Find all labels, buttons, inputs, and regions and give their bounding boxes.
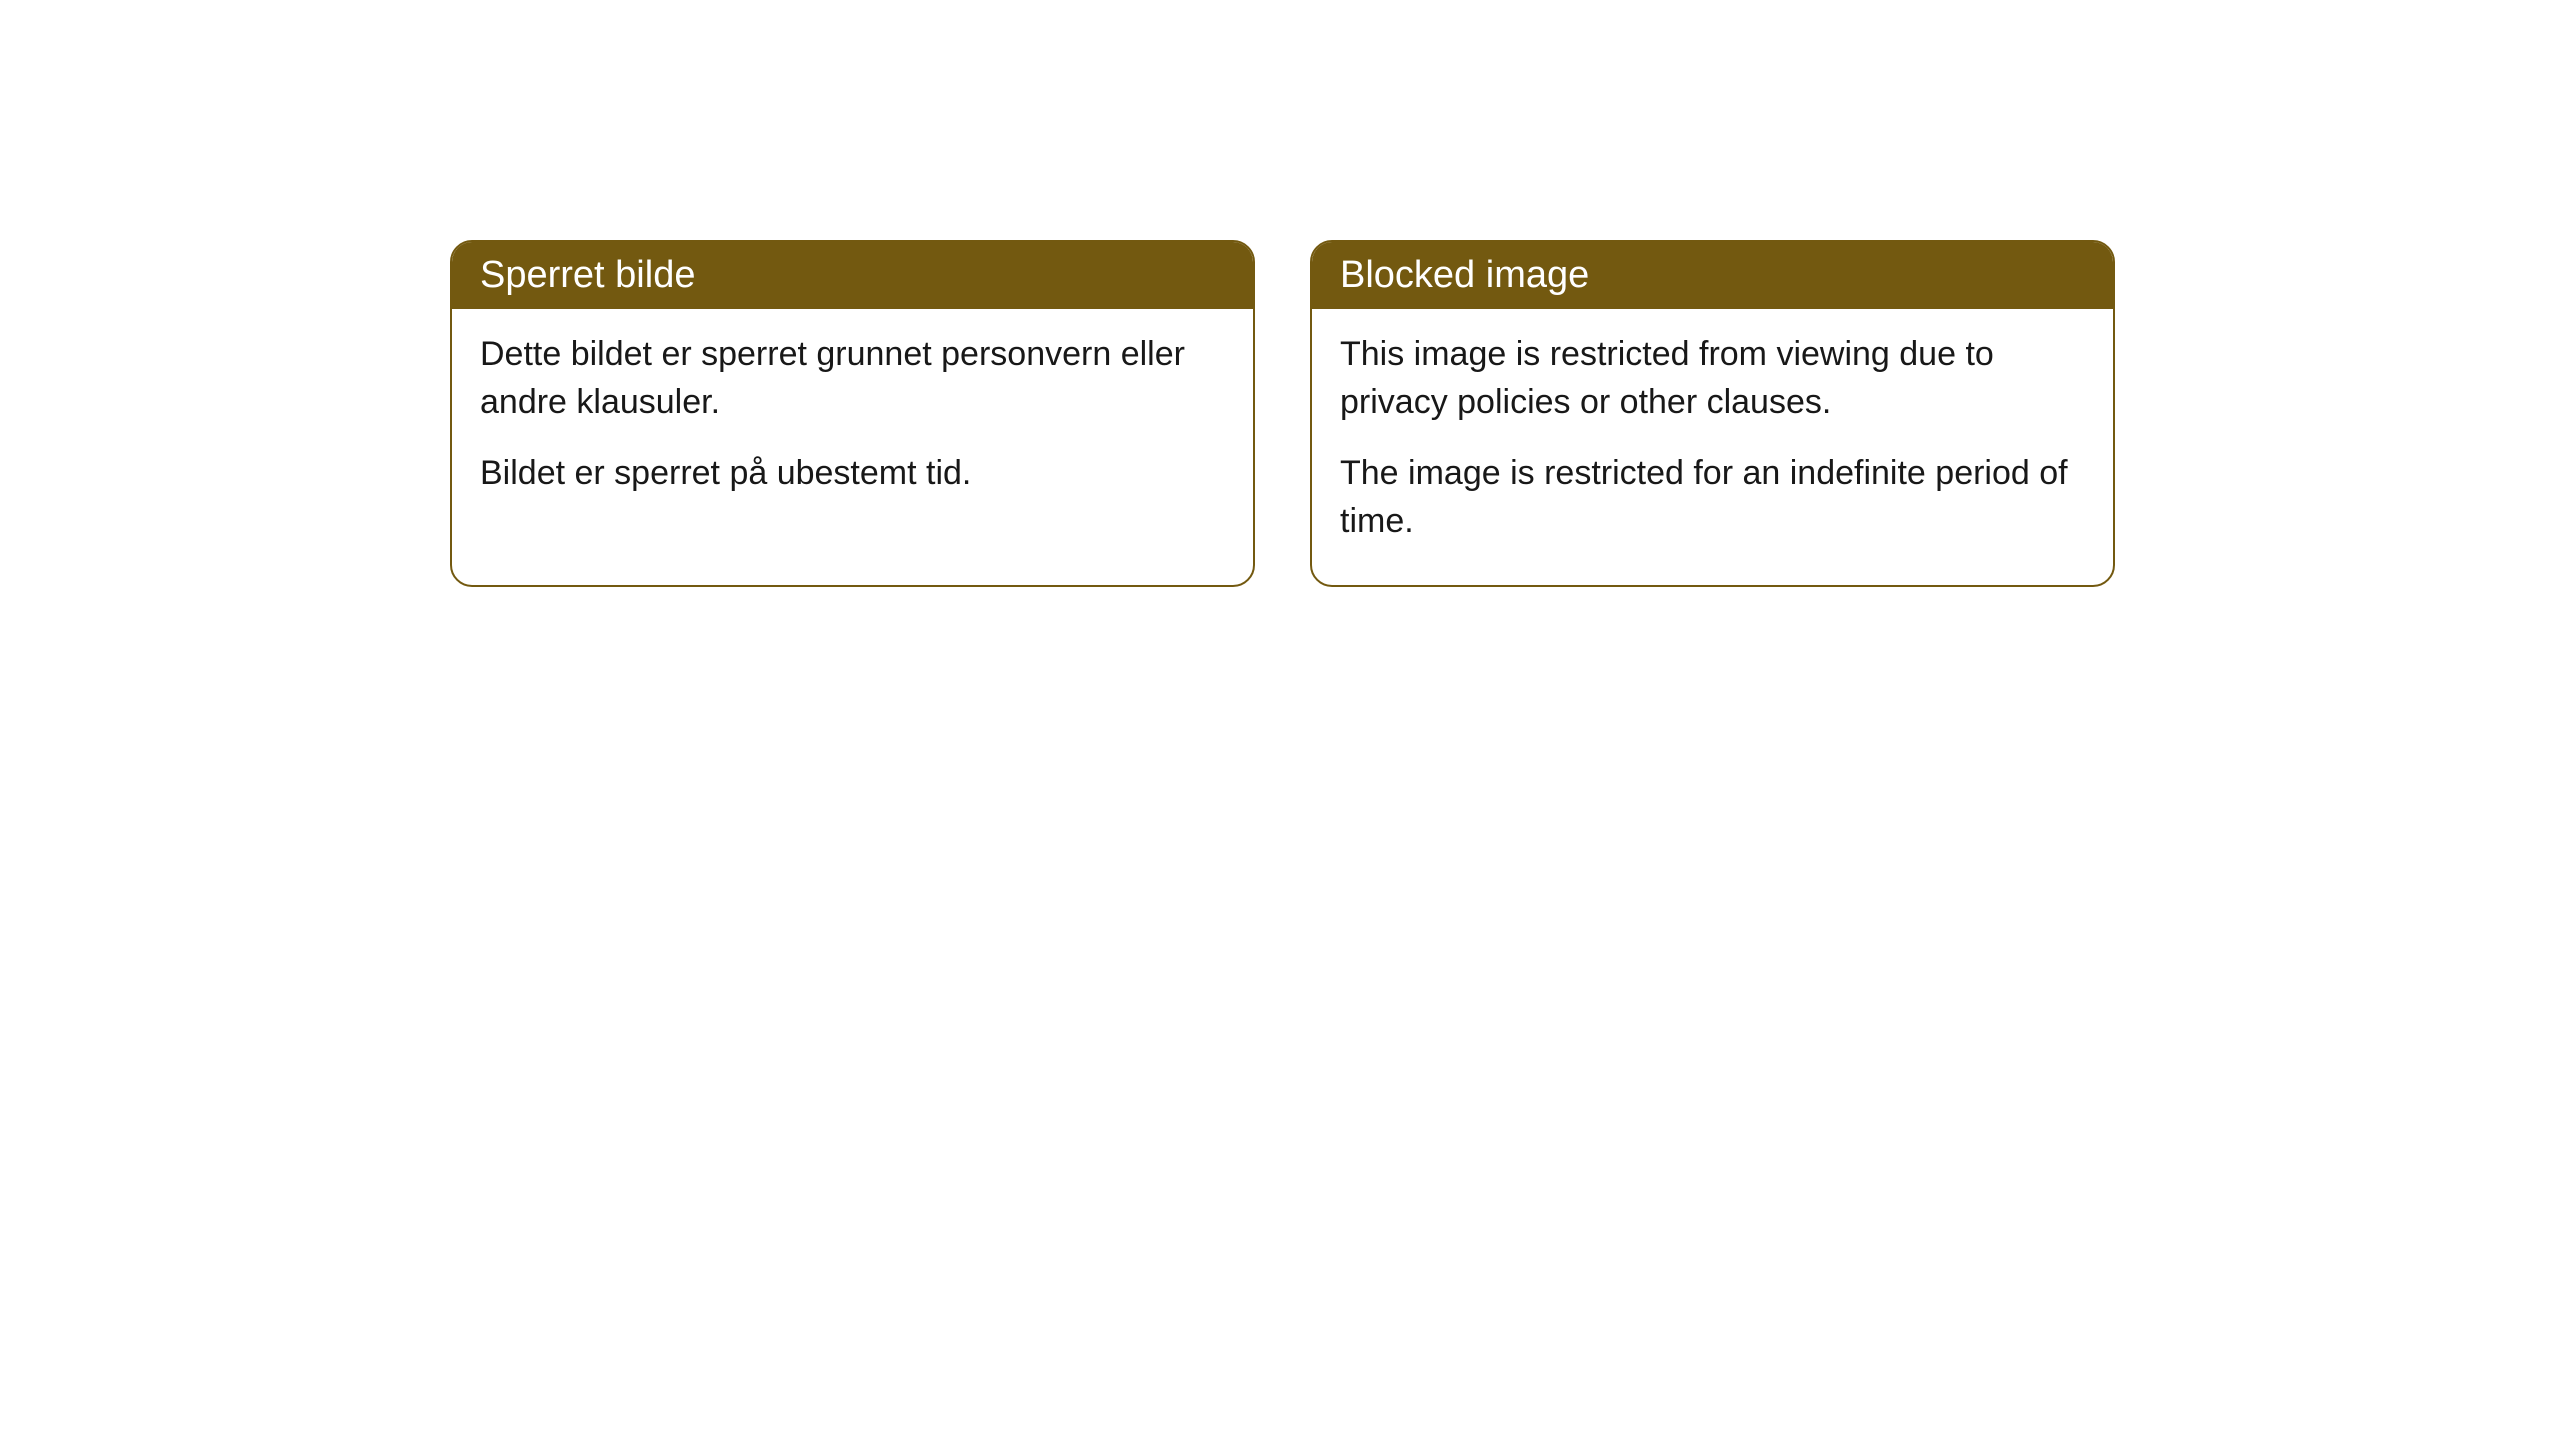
card-header-english: Blocked image xyxy=(1312,242,2113,309)
card-paragraph: The image is restricted for an indefinit… xyxy=(1340,450,2085,545)
notice-cards-container: Sperret bilde Dette bildet er sperret gr… xyxy=(450,240,2115,587)
card-header-norwegian: Sperret bilde xyxy=(452,242,1253,309)
card-paragraph: Dette bildet er sperret grunnet personve… xyxy=(480,331,1225,426)
notice-card-norwegian: Sperret bilde Dette bildet er sperret gr… xyxy=(450,240,1255,587)
card-body-english: This image is restricted from viewing du… xyxy=(1312,309,2113,585)
card-body-norwegian: Dette bildet er sperret grunnet personve… xyxy=(452,309,1253,538)
card-paragraph: This image is restricted from viewing du… xyxy=(1340,331,2085,426)
card-paragraph: Bildet er sperret på ubestemt tid. xyxy=(480,450,1225,498)
notice-card-english: Blocked image This image is restricted f… xyxy=(1310,240,2115,587)
